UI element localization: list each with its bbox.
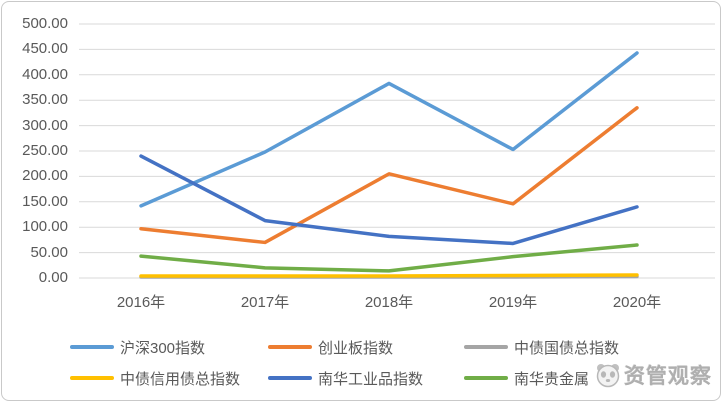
legend-line-icon xyxy=(70,376,114,380)
legend-line-icon xyxy=(464,345,508,349)
y-tick-label: 350.00 xyxy=(22,91,68,109)
y-tick-label: 0.00 xyxy=(38,269,68,286)
x-tick-label: 2019年 xyxy=(488,294,538,311)
legend-item-0: 沪深300指数 xyxy=(70,338,206,357)
series-line-0 xyxy=(139,51,639,208)
legend-item-3: 中债信用债总指数 xyxy=(70,369,241,388)
y-tick-label: 150.00 xyxy=(22,192,68,210)
y-tick-label: 450.00 xyxy=(22,40,68,58)
y-tick-label: 50.00 xyxy=(30,243,68,261)
legend-label: 南华贵金属 xyxy=(514,370,590,388)
series-line-5 xyxy=(139,243,639,273)
legend-label: 沪深300指数 xyxy=(120,339,206,357)
series-line-3 xyxy=(139,273,639,278)
series-line-4 xyxy=(139,154,639,246)
x-tick-label: 2017年 xyxy=(240,294,290,311)
x-tick-label: 2018年 xyxy=(364,294,414,311)
y-tick-label: 250.00 xyxy=(22,142,68,159)
legend-label: 南华工业品指数 xyxy=(318,370,424,388)
y-tick-label: 200.00 xyxy=(22,167,68,185)
legend-item-4: 南华工业品指数 xyxy=(268,369,424,388)
legend-line-icon xyxy=(268,345,312,349)
x-tick-label: 2016年 xyxy=(116,294,166,311)
series-line-1 xyxy=(139,106,639,245)
legend-item-1: 创业板指数 xyxy=(268,338,394,357)
y-tick-label: 500.00 xyxy=(22,15,68,32)
legend-label: 创业板指数 xyxy=(318,339,394,357)
legend-line-icon xyxy=(464,376,508,380)
legend-label: 中债信用债总指数 xyxy=(120,370,241,388)
legend-item-5: 南华贵金属 xyxy=(464,369,590,388)
y-tick-label: 300.00 xyxy=(22,116,68,134)
legend-line-icon xyxy=(268,376,312,380)
y-tick-label: 400.00 xyxy=(22,65,68,83)
y-tick-label: 100.00 xyxy=(22,218,68,236)
x-tick-label: 2020年 xyxy=(612,294,662,311)
legend-item-2: 中债国债总指数 xyxy=(464,338,620,357)
legend-line-icon xyxy=(70,345,114,349)
legend-label: 中债国债总指数 xyxy=(514,339,620,357)
